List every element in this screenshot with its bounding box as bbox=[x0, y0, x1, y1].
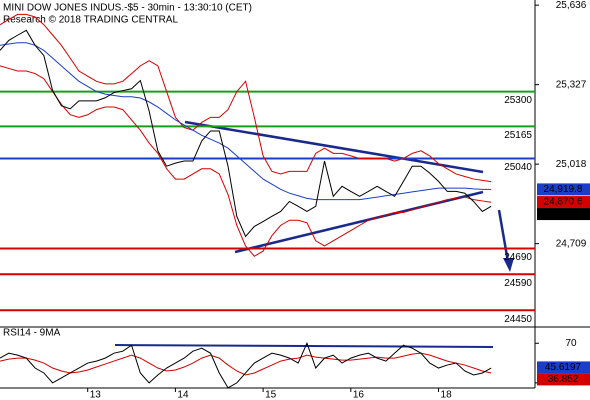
level-label: 24590 bbox=[504, 278, 532, 289]
price-marker bbox=[537, 361, 590, 374]
chart-title: MINI DOW JONES INDUS.-$5 - 30min - 13:30… bbox=[3, 3, 252, 14]
price-marker bbox=[537, 183, 590, 196]
y-tick-label: 25,327 bbox=[556, 79, 587, 90]
y-tick-label: 70 bbox=[565, 338, 577, 349]
x-tick-label: 18 bbox=[441, 390, 453, 400]
y-tick-label: 25,018 bbox=[556, 159, 587, 170]
series-line bbox=[0, 13, 492, 183]
series-line bbox=[0, 341, 492, 389]
series-line bbox=[0, 65, 492, 257]
series-line bbox=[0, 29, 492, 238]
price-marker-label: 36.852 bbox=[548, 374, 579, 385]
trendlines bbox=[114, 120, 510, 348]
level-label: 24690 bbox=[504, 252, 532, 263]
y-tick-label: 25,636 bbox=[556, 0, 587, 11]
x-tick-label: 16 bbox=[353, 390, 365, 400]
level-label: 25300 bbox=[504, 95, 532, 106]
price-marker bbox=[537, 373, 590, 386]
level-label: 24450 bbox=[504, 314, 532, 325]
price-marker-label: 24,919.8 bbox=[544, 184, 583, 195]
y-tick-label: 24,709 bbox=[556, 238, 587, 249]
price-marker bbox=[537, 196, 590, 209]
trendline-lower bbox=[234, 190, 484, 254]
series-line bbox=[0, 42, 492, 201]
x-tick-label: 14 bbox=[177, 390, 189, 400]
rsi-title: RSI14 - 9MA bbox=[3, 328, 61, 339]
chart-subtitle: Research © 2018 TRADING CENTRAL bbox=[3, 15, 178, 26]
rsi-trendline bbox=[114, 344, 494, 348]
arrow-shaft bbox=[497, 209, 510, 263]
trendline-upper bbox=[184, 120, 484, 174]
x-tick-label: 15 bbox=[265, 390, 277, 400]
price-marker-label: 45.6197 bbox=[545, 362, 582, 373]
price-marker-label: 24,859 bbox=[548, 209, 579, 220]
series-line bbox=[0, 352, 492, 376]
level-label: 25165 bbox=[504, 130, 532, 141]
x-tick-label: 13 bbox=[90, 390, 102, 400]
level-label: 25040 bbox=[504, 162, 532, 173]
arrow-head bbox=[503, 258, 514, 272]
price-marker bbox=[537, 208, 590, 221]
price-marker-label: 24,870.6 bbox=[544, 197, 583, 208]
